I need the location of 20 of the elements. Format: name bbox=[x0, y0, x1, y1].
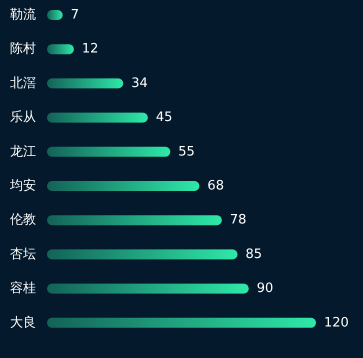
y-tick-label: 伦教 bbox=[10, 212, 36, 228]
y-tick-label: 均安 bbox=[9, 178, 36, 194]
y-tick-label: 容桂 bbox=[10, 280, 36, 296]
data-label: 45 bbox=[156, 110, 172, 126]
y-tick-label: 杏坛 bbox=[10, 246, 36, 262]
y-tick-label: 陈村 bbox=[10, 42, 36, 57]
data-label: 7 bbox=[70, 8, 79, 22]
data-label: 55 bbox=[178, 144, 195, 160]
y-tick-label: 乐从 bbox=[10, 110, 36, 126]
data-label: 85 bbox=[246, 246, 262, 262]
data-label: 78 bbox=[230, 212, 246, 228]
y-tick-label: 龙江 bbox=[10, 144, 36, 160]
data-label: 120 bbox=[324, 315, 349, 330]
y-tick-label: 勒流 bbox=[10, 6, 36, 22]
data-label: 12 bbox=[82, 42, 98, 57]
data-label: 68 bbox=[207, 178, 224, 194]
y-tick-label: 北滘 bbox=[10, 76, 36, 91]
data-label: 34 bbox=[131, 76, 148, 91]
data-label: 90 bbox=[256, 281, 274, 296]
y-tick-label: 大良 bbox=[10, 315, 36, 330]
